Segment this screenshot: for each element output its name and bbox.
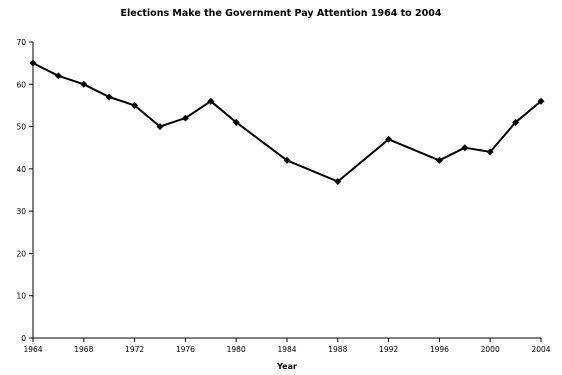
data-point-marker bbox=[54, 72, 62, 80]
data-point-marker bbox=[334, 178, 342, 186]
data-point-marker bbox=[435, 156, 443, 164]
data-point-marker bbox=[105, 93, 113, 101]
y-tick-label: 50 bbox=[16, 123, 26, 132]
data-point-marker bbox=[156, 123, 164, 131]
x-tick-label: 1972 bbox=[125, 345, 144, 354]
x-tick-label: 1988 bbox=[328, 345, 347, 354]
plot-area bbox=[29, 59, 545, 186]
x-tick-label: 1996 bbox=[430, 345, 449, 354]
data-point-marker bbox=[461, 144, 469, 152]
chart-title: Elections Make the Government Pay Attent… bbox=[121, 8, 442, 19]
data-point-marker bbox=[131, 101, 139, 109]
data-point-marker bbox=[232, 118, 240, 126]
x-tick-label: 1980 bbox=[227, 345, 246, 354]
data-point-marker bbox=[29, 59, 37, 67]
x-tick-label: 1984 bbox=[277, 345, 296, 354]
x-axis-title: Year bbox=[276, 362, 297, 371]
y-tick-label: 0 bbox=[21, 334, 26, 343]
x-tick-label: 1964 bbox=[23, 345, 42, 354]
axes: 0 10 20 30 40 50 60 70 1964 1968 1972 1976 1980 1984 1… bbox=[16, 38, 550, 354]
data-point-marker bbox=[385, 135, 393, 143]
x-tick-label: 1968 bbox=[74, 345, 93, 354]
y-tick-label: 70 bbox=[16, 38, 26, 47]
data-point-marker bbox=[181, 114, 189, 122]
x-tick-label: 1976 bbox=[176, 345, 195, 354]
x-tick-label: 1992 bbox=[379, 345, 398, 354]
y-tick-label: 10 bbox=[16, 292, 26, 301]
y-tick-label: 20 bbox=[16, 249, 26, 258]
data-point-marker bbox=[486, 148, 494, 156]
data-point-marker bbox=[207, 97, 215, 105]
y-tick-label: 60 bbox=[16, 80, 26, 89]
data-point-marker bbox=[537, 97, 545, 105]
x-tick-label: 2004 bbox=[531, 345, 550, 354]
data-point-marker bbox=[80, 80, 88, 88]
x-tick-label: 2000 bbox=[481, 345, 500, 354]
data-point-marker bbox=[512, 118, 520, 126]
y-tick-label: 30 bbox=[16, 207, 26, 216]
y-tick-label: 40 bbox=[16, 165, 26, 174]
data-point-marker bbox=[283, 156, 291, 164]
